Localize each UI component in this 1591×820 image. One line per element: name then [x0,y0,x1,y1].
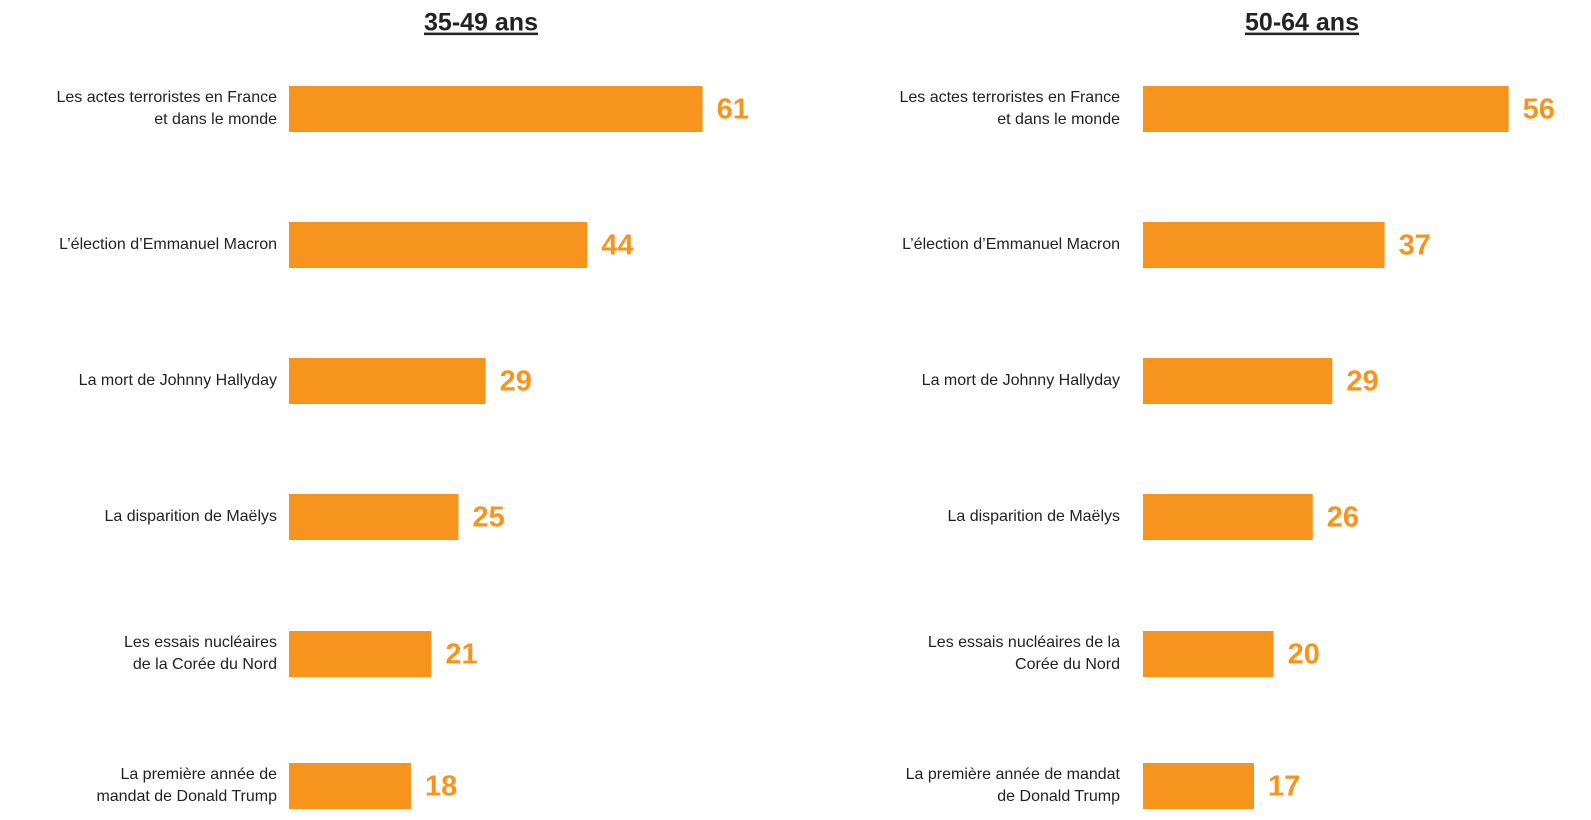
category-label: Les actes terroristes en France et dans l… [56,89,277,128]
value-label: 26 [1327,502,1359,534]
value-label: 29 [500,366,532,398]
chart-title: 35-49 ans [424,9,538,37]
bar [289,358,486,404]
category-label: La mort de Johnny Hallyday [922,372,1120,389]
bar [1143,86,1509,132]
category-label: Les essais nucléaires de la Corée du Nord [124,634,277,673]
bar [1143,494,1313,540]
category-label: Les actes terroristes en France et dans l… [899,89,1120,128]
value-label: 18 [425,771,457,803]
chart-title: 50-64 ans [1245,9,1359,37]
value-label: 20 [1288,639,1320,671]
value-label: 61 [717,94,749,126]
bar [1143,222,1385,268]
value-label: 37 [1399,230,1431,262]
category-label: La mort de Johnny Hallyday [79,372,277,389]
value-label: 56 [1523,94,1555,126]
value-label: 21 [445,639,477,671]
value-label: 44 [601,230,633,262]
bar [1143,763,1255,809]
bar [289,763,412,809]
value-label: 17 [1268,771,1300,803]
bar [289,631,432,677]
category-label: Les essais nucléaires de la Corée du Nord [928,634,1120,673]
bar [1143,631,1274,677]
category-label: La disparition de Maëlys [104,508,277,525]
bar [289,222,588,268]
category-label: La première année de mandat de Donald Tru… [96,766,277,805]
value-label: 29 [1346,366,1378,398]
category-label: La disparition de Maëlys [947,508,1120,525]
bar [1143,358,1333,404]
category-label: L’élection d’Emmanuel Macron [59,236,277,253]
category-label: L’élection d’Emmanuel Macron [902,236,1120,253]
bar [289,494,459,540]
category-label: La première année de mandat de Donald Tru… [906,766,1121,805]
bar [289,86,703,132]
value-label: 25 [473,502,505,534]
